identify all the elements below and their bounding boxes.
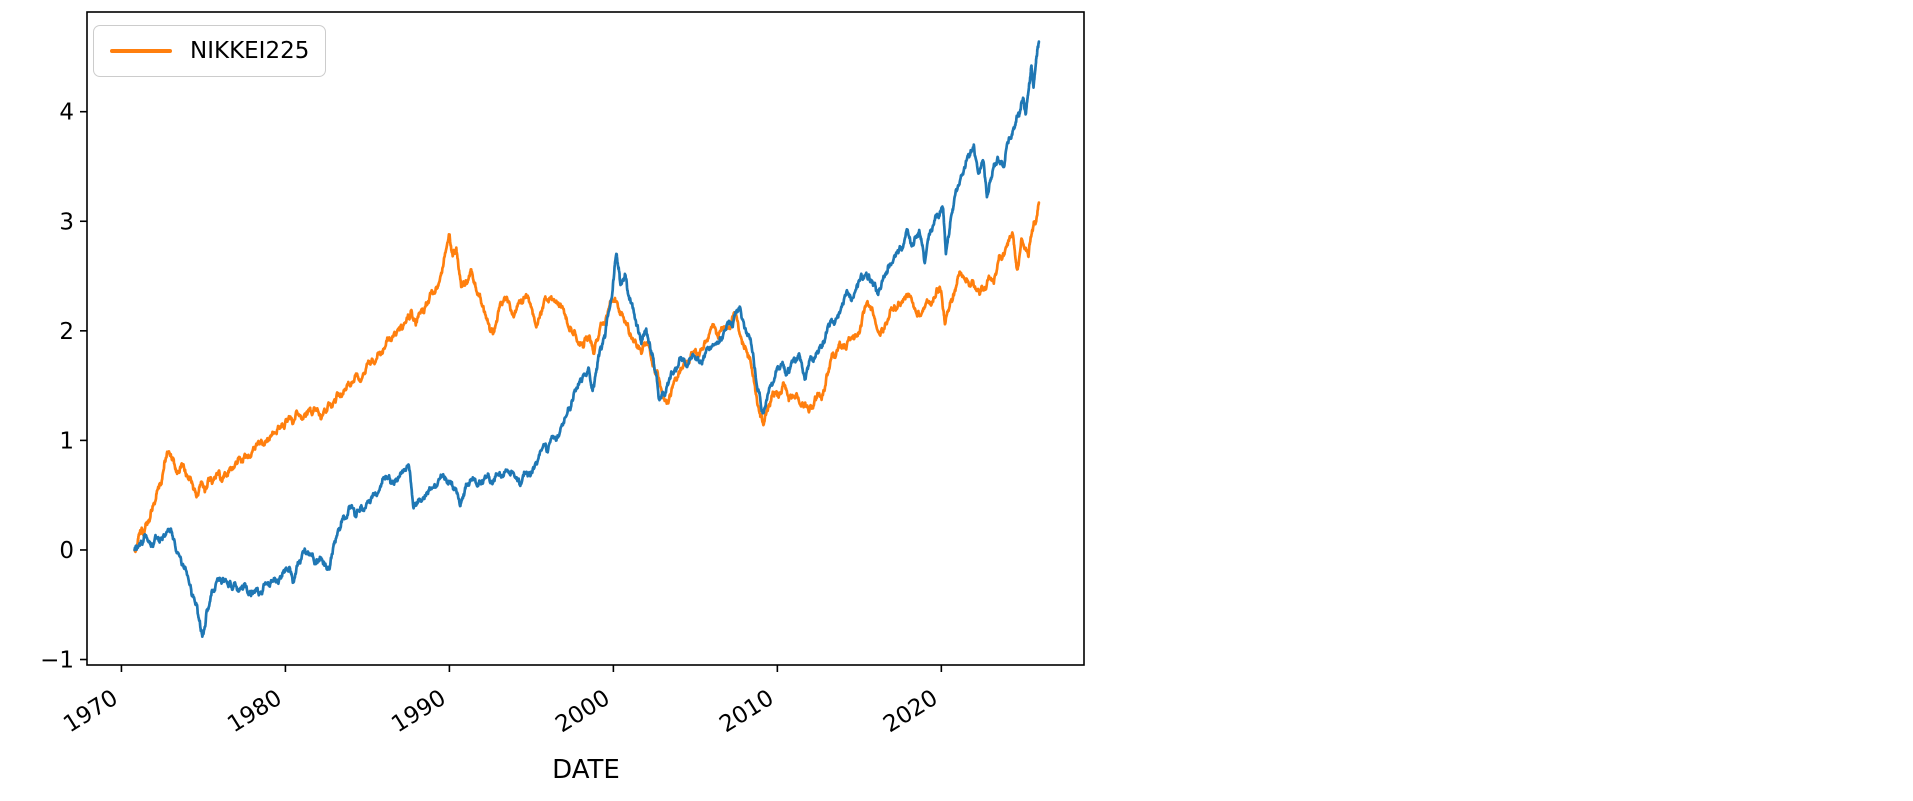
x-axis-title: DATE [552, 755, 620, 785]
y-axis-tick-label: 4 [59, 100, 74, 126]
x-axis-tick-label: 2010 [715, 685, 778, 738]
axes-spines [86, 11, 1085, 666]
x-axis-tick-label: 1980 [223, 685, 286, 738]
legend-box: NIKKEI225 [93, 25, 327, 77]
series-group [133, 40, 1041, 639]
x-axis-tick-label: 1990 [387, 685, 450, 738]
y-axis-tick-label: 1 [59, 428, 74, 454]
y-axis-tick-label: 2 [59, 319, 74, 345]
x-axis-tick-label: 2020 [879, 685, 942, 738]
y-axis-tick-label: −1 [40, 648, 74, 674]
y-axis-tick-label: 0 [59, 538, 74, 564]
legend-line-swatch-nikkei225 [110, 49, 172, 53]
legend-label-nikkei225: NIKKEI225 [190, 38, 310, 64]
series-line-nikkei225 [133, 201, 1041, 554]
ticks-group: −1 0 1 2 3 4 1970 1980 1990 2000 2010 2020 [40, 100, 942, 738]
x-axis-tick-label: 2000 [551, 685, 614, 738]
y-axis-tick-label: 3 [59, 209, 74, 235]
series-line-unlabeled-1 [133, 40, 1041, 639]
x-axis-tick-label: 1970 [59, 685, 122, 738]
